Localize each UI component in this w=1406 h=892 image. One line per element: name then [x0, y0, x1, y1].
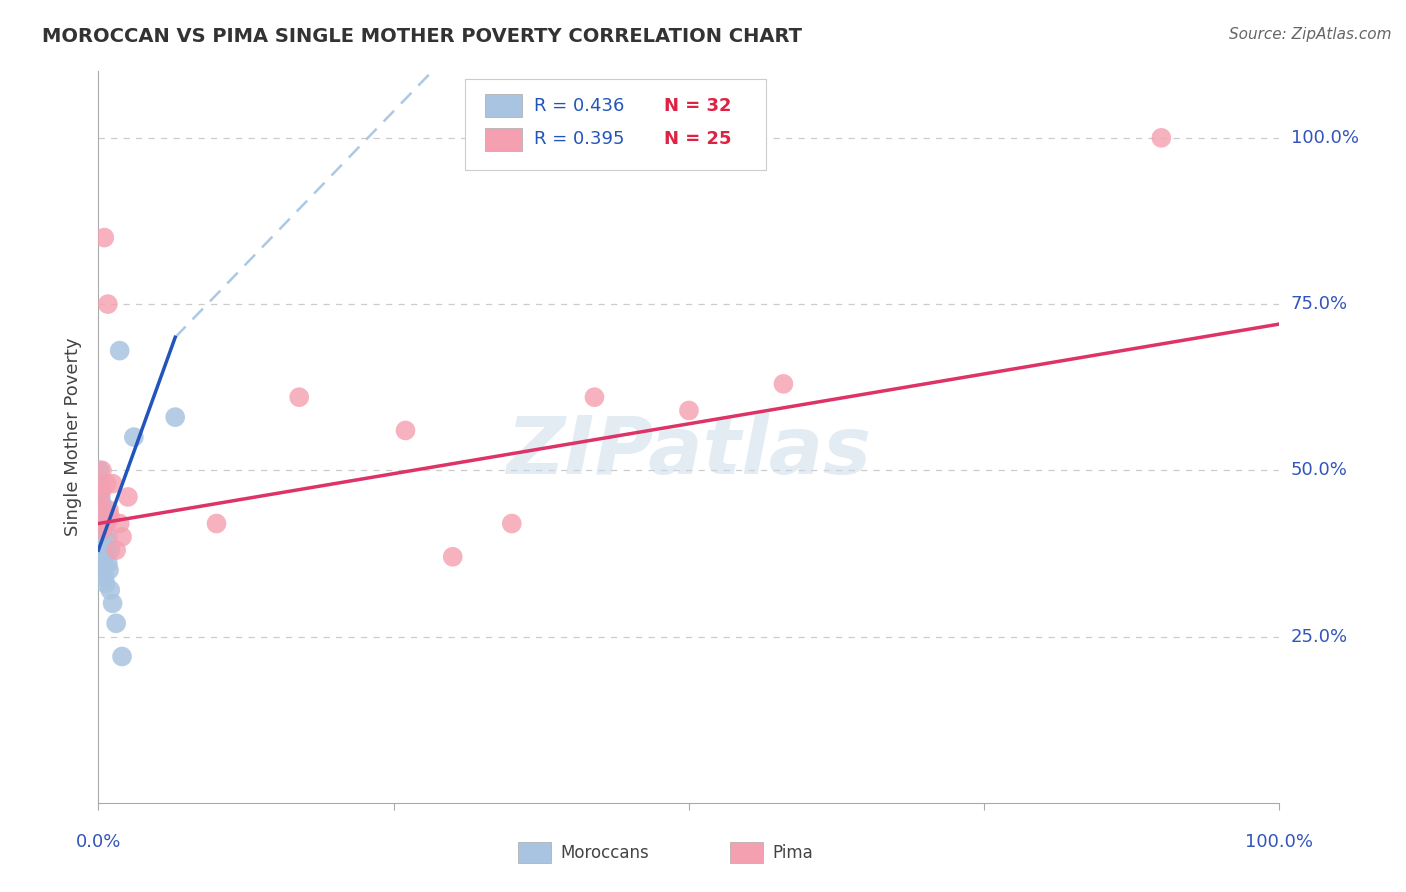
Point: [97, 557, 120, 571]
Point: [91, 497, 114, 511]
Text: 50.0%: 50.0%: [1291, 461, 1347, 479]
Point: [91, 483, 114, 498]
Point: [90, 490, 112, 504]
Text: 0.0%: 0.0%: [76, 833, 121, 851]
Point: [98, 503, 121, 517]
Point: [441, 549, 464, 564]
Point: [91, 530, 114, 544]
Point: [111, 649, 134, 664]
Point: [1150, 131, 1173, 145]
Point: [101, 476, 124, 491]
Point: [101, 596, 124, 610]
Point: [105, 616, 128, 631]
Point: [678, 403, 700, 417]
Point: [96, 476, 118, 491]
Text: MOROCCAN VS PIMA SINGLE MOTHER POVERTY CORRELATION CHART: MOROCCAN VS PIMA SINGLE MOTHER POVERTY C…: [42, 27, 803, 45]
Text: R = 0.395: R = 0.395: [534, 130, 624, 148]
Point: [117, 490, 139, 504]
Point: [97, 530, 120, 544]
Point: [98, 509, 121, 524]
Text: Source: ZipAtlas.com: Source: ZipAtlas.com: [1229, 27, 1392, 42]
Point: [98, 582, 121, 597]
Point: [108, 516, 131, 531]
Point: [94, 543, 117, 558]
Point: [94, 516, 117, 531]
Point: [91, 557, 114, 571]
Point: [90, 503, 112, 517]
Text: N = 25: N = 25: [664, 130, 731, 148]
Point: [93, 509, 115, 524]
Text: ZIPatlas: ZIPatlas: [506, 413, 872, 491]
FancyBboxPatch shape: [517, 842, 551, 863]
Point: [89, 476, 111, 491]
Point: [583, 390, 606, 404]
Point: [501, 516, 523, 531]
Point: [93, 570, 115, 584]
Point: [108, 343, 131, 358]
Point: [89, 490, 111, 504]
Point: [94, 576, 117, 591]
Point: [91, 503, 114, 517]
Point: [89, 516, 111, 531]
Point: [91, 563, 114, 577]
Point: [89, 503, 111, 517]
Point: [89, 463, 111, 477]
Point: [205, 516, 228, 531]
Point: [90, 509, 112, 524]
Point: [105, 543, 128, 558]
Text: 75.0%: 75.0%: [1291, 295, 1348, 313]
Point: [97, 297, 120, 311]
Point: [93, 549, 115, 564]
Point: [90, 523, 112, 537]
Point: [122, 430, 145, 444]
Point: [165, 410, 187, 425]
FancyBboxPatch shape: [730, 842, 763, 863]
Text: Moroccans: Moroccans: [560, 844, 650, 862]
Point: [772, 376, 794, 391]
Text: 25.0%: 25.0%: [1291, 628, 1348, 646]
Point: [96, 516, 118, 531]
Point: [98, 543, 121, 558]
Text: Pima: Pima: [773, 844, 814, 862]
Point: [91, 523, 114, 537]
Text: R = 0.436: R = 0.436: [534, 96, 624, 115]
Point: [91, 463, 114, 477]
Text: 100.0%: 100.0%: [1246, 833, 1313, 851]
Point: [89, 490, 111, 504]
FancyBboxPatch shape: [485, 128, 523, 151]
FancyBboxPatch shape: [464, 78, 766, 170]
Point: [90, 543, 112, 558]
Y-axis label: Single Mother Poverty: Single Mother Poverty: [63, 338, 82, 536]
FancyBboxPatch shape: [485, 94, 523, 118]
Point: [394, 424, 416, 438]
Point: [98, 563, 121, 577]
Point: [288, 390, 311, 404]
Text: N = 32: N = 32: [664, 96, 731, 115]
Point: [111, 530, 134, 544]
Text: 100.0%: 100.0%: [1291, 128, 1358, 147]
Point: [91, 536, 114, 550]
Point: [93, 230, 115, 244]
